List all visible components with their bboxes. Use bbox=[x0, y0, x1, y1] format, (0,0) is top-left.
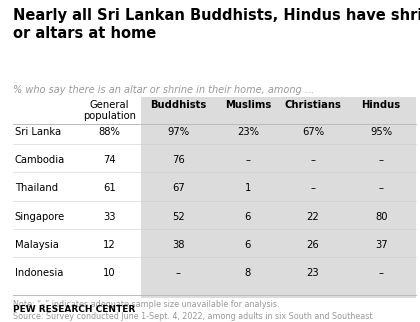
Text: 61: 61 bbox=[103, 183, 116, 193]
Text: Hindus: Hindus bbox=[362, 100, 401, 110]
Text: Muslims: Muslims bbox=[225, 100, 271, 110]
Text: 67: 67 bbox=[172, 183, 185, 193]
Text: 88%: 88% bbox=[98, 127, 120, 137]
Text: 10: 10 bbox=[103, 268, 116, 278]
Text: 37: 37 bbox=[375, 240, 388, 250]
Text: 95%: 95% bbox=[370, 127, 392, 137]
Text: –: – bbox=[176, 268, 181, 278]
Text: –: – bbox=[310, 183, 315, 193]
Text: 52: 52 bbox=[172, 212, 185, 222]
Text: 8: 8 bbox=[245, 268, 251, 278]
Text: 33: 33 bbox=[103, 212, 116, 222]
Text: –: – bbox=[379, 155, 383, 165]
Text: 38: 38 bbox=[172, 240, 185, 250]
Text: Buddhists: Buddhists bbox=[150, 100, 207, 110]
Text: General
population: General population bbox=[83, 100, 136, 121]
Text: Christians: Christians bbox=[284, 100, 341, 110]
Text: Thailand: Thailand bbox=[15, 183, 58, 193]
Text: Sri Lanka: Sri Lanka bbox=[15, 127, 61, 137]
Text: Note: “–” indicates adequate sample size unavailable for analysis.
Source: Surve: Note: “–” indicates adequate sample size… bbox=[13, 300, 372, 322]
Text: 12: 12 bbox=[103, 240, 116, 250]
Text: 6: 6 bbox=[244, 240, 251, 250]
Text: 26: 26 bbox=[307, 240, 319, 250]
Text: Cambodia: Cambodia bbox=[15, 155, 65, 165]
Text: 1: 1 bbox=[244, 183, 251, 193]
Text: –: – bbox=[379, 268, 383, 278]
Text: % who say there is an altar or shrine in their home, among ...: % who say there is an altar or shrine in… bbox=[13, 85, 314, 95]
Text: PEW RESEARCH CENTER: PEW RESEARCH CENTER bbox=[13, 305, 135, 314]
Text: 23%: 23% bbox=[237, 127, 259, 137]
Text: Singapore: Singapore bbox=[15, 212, 65, 222]
Text: 97%: 97% bbox=[168, 127, 189, 137]
Text: 6: 6 bbox=[244, 212, 251, 222]
Text: 23: 23 bbox=[307, 268, 319, 278]
Text: 22: 22 bbox=[307, 212, 319, 222]
Text: 67%: 67% bbox=[302, 127, 324, 137]
Text: –: – bbox=[245, 155, 250, 165]
Text: 80: 80 bbox=[375, 212, 387, 222]
Text: 76: 76 bbox=[172, 155, 185, 165]
Text: –: – bbox=[310, 155, 315, 165]
Text: 74: 74 bbox=[103, 155, 116, 165]
Text: Nearly all Sri Lankan Buddhists, Hindus have shrines
or altars at home: Nearly all Sri Lankan Buddhists, Hindus … bbox=[13, 8, 420, 41]
Text: Indonesia: Indonesia bbox=[15, 268, 63, 278]
Text: Malaysia: Malaysia bbox=[15, 240, 58, 250]
Text: –: – bbox=[379, 183, 383, 193]
